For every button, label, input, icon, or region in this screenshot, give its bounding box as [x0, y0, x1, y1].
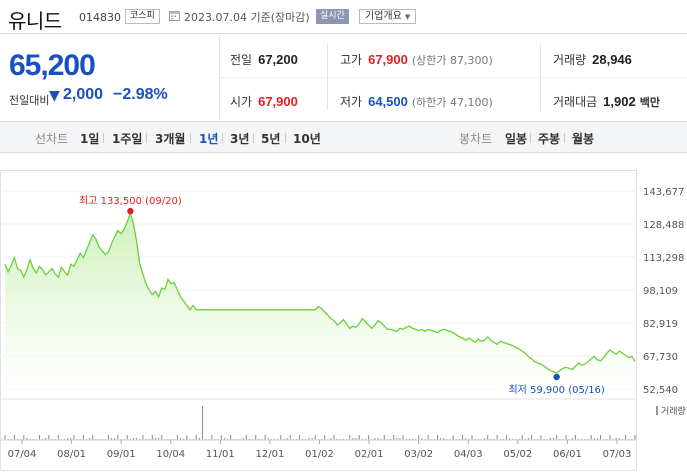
y-tick-label: 82,919 — [643, 319, 678, 330]
stat-prev-close: 전일 67,200 — [230, 51, 298, 68]
stat-label: 전일 — [230, 53, 253, 67]
tab-10y[interactable]: 10년 — [293, 132, 321, 146]
line-chart-label: 선차트 — [35, 132, 69, 146]
divider — [146, 133, 147, 143]
chart-tab-bar: 선차트 1일 1주일 3개월 1년 3년 5년 10년 봉차트 일봉 주봉 월봉 — [0, 121, 687, 153]
x-tick-label: 05/02 — [503, 449, 532, 460]
x-tick-label: 06/01 — [553, 449, 582, 460]
current-price: 65,200 — [9, 49, 96, 82]
stock-name: 유니드 — [8, 9, 62, 33]
low-marker — [553, 373, 560, 381]
stat-label: 시가 — [230, 95, 253, 109]
x-tick-label: 07/03 — [603, 449, 632, 460]
tab-1w[interactable]: 1주일 — [112, 132, 143, 146]
candle-chart-label: 봉차트 — [459, 132, 493, 146]
stat-label: 저가 — [340, 95, 363, 109]
stat-low: 저가 64,500 (하한가 47,100) — [340, 93, 493, 110]
y-tick-label: 143,677 — [643, 187, 684, 198]
chart-frame — [0, 170, 637, 471]
stat-value: 1,902 — [603, 94, 636, 109]
upper-limit: (상한가 87,300) — [411, 54, 493, 67]
x-tick-label: 09/01 — [107, 449, 136, 460]
stat-label: 고가 — [340, 53, 363, 67]
change-value: 2,000 — [63, 86, 104, 103]
volume-legend-swatch — [656, 406, 658, 415]
stat-label: 거래대금 — [553, 95, 598, 109]
y-tick-label: 52,540 — [643, 385, 678, 396]
tab-1d[interactable]: 1일 — [80, 132, 100, 146]
high-label: 최고 133,500 (09/20) — [79, 195, 182, 207]
low-label: 최저 59,900 (05/16) — [508, 384, 604, 396]
price-chart: 143,677 128,488 113,298 98,109 82,919 67,730 5… — [0, 170, 686, 471]
stat-high: 고가 67,900 (상한가 87,300) — [340, 51, 493, 68]
y-tick-label: 67,730 — [643, 352, 678, 363]
volume-legend-label: 거래량 — [661, 405, 686, 417]
divider — [253, 133, 254, 143]
price-area — [5, 213, 635, 393]
x-tick-label: 03/02 — [404, 449, 433, 460]
x-tick-label: 08/01 — [57, 449, 86, 460]
tab-weekly[interactable]: 주봉 — [538, 132, 561, 146]
divider — [564, 133, 565, 143]
x-tick-label: 01/02 — [305, 449, 334, 460]
y-axis: 143,677 128,488 113,298 98,109 82,919 67,730 5… — [643, 187, 684, 396]
stat-open: 시가 67,900 — [230, 93, 298, 110]
divider — [285, 133, 286, 143]
divider — [222, 133, 223, 143]
tab-5y[interactable]: 5년 — [261, 132, 281, 146]
x-axis: 07/04 08/01 09/01 10/04 11/01 12/01 01/02 02/01… — [8, 440, 632, 460]
calendar-icon — [169, 11, 180, 21]
y-tick-label: 98,109 — [643, 286, 678, 297]
divider — [219, 35, 220, 119]
x-tick-label: 07/04 — [8, 449, 37, 460]
x-tick-label: 04/03 — [454, 449, 483, 460]
stock-code: 014830 — [79, 11, 121, 24]
change-label: 전일대비 — [9, 94, 50, 107]
company-overview-button[interactable]: 기업개요 ▼ — [359, 9, 417, 24]
x-tick-label: 12/01 — [256, 449, 285, 460]
chart-area — [4, 211, 636, 393]
down-arrow-icon: ▼ — [49, 88, 60, 104]
stat-label: 거래량 — [553, 53, 587, 67]
chart-annotations: 최고 133,500 (09/20) 최저 59,900 (05/16) — [79, 195, 605, 396]
amount-unit: 백만 — [639, 96, 660, 109]
x-tick-label: 10/04 — [156, 449, 185, 460]
y-tick-label: 128,488 — [643, 220, 684, 231]
x-tick-label: 11/01 — [206, 449, 235, 460]
stat-value: 67,900 — [368, 52, 408, 67]
price-summary: 65,200 전일대비 ▼ 2,000 −2.98% — [0, 35, 219, 119]
change-rate: −2.98% — [113, 86, 168, 103]
tab-1y[interactable]: 1년 — [199, 132, 219, 146]
tab-daily[interactable]: 일봉 — [505, 132, 528, 146]
reference-date: 2023.07.04 기준(장마감) — [184, 11, 310, 24]
realtime-button[interactable]: 실시간 — [316, 9, 349, 24]
volume-chart: 거래량 — [0, 398, 686, 441]
company-overview-label: 기업개요 — [365, 11, 402, 22]
lower-limit: (하한가 47,100) — [411, 96, 493, 109]
divider — [190, 133, 191, 143]
stat-value: 64,500 — [368, 94, 408, 109]
chevron-down-icon: ▼ — [404, 13, 411, 21]
tab-monthly[interactable]: 월봉 — [572, 132, 595, 146]
price-line — [4, 211, 636, 374]
tab-3m[interactable]: 3개월 — [155, 132, 186, 146]
stat-volume: 거래량 28,946 — [553, 51, 632, 68]
tab-3y[interactable]: 3년 — [230, 132, 250, 146]
stock-header: 유니드 014830 코스피 2023.07.04 기준(장마감) 실시간 기업… — [0, 0, 687, 34]
stat-value: 67,900 — [258, 94, 298, 109]
stat-amount: 거래대금 1,902 백만 — [553, 93, 660, 110]
divider — [103, 133, 104, 143]
y-tick-label: 113,298 — [643, 253, 684, 264]
stat-value: 28,946 — [592, 52, 632, 67]
stat-value: 67,200 — [258, 52, 298, 67]
high-marker — [127, 207, 134, 215]
divider — [220, 77, 687, 78]
x-tick-label: 02/01 — [355, 449, 384, 460]
market-badge: 코스피 — [125, 9, 160, 24]
price-stats: 전일 67,200 고가 67,900 (상한가 87,300) 거래량 28,946 … — [220, 35, 687, 119]
divider — [530, 133, 531, 143]
